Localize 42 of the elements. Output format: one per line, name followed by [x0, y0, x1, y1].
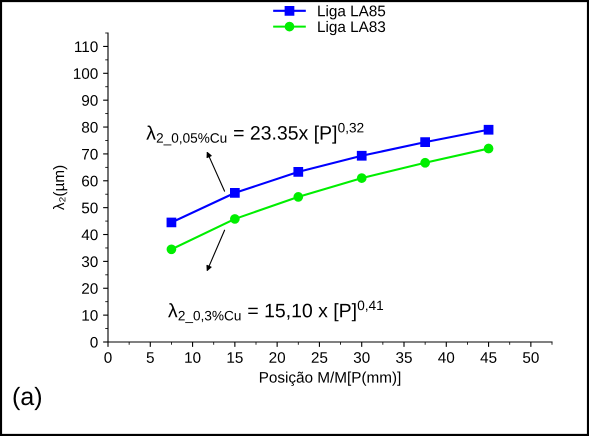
x-tick-label: 10 [185, 352, 200, 363]
point [166, 244, 176, 254]
y-tick-label: 10 [82, 310, 98, 321]
x-tick-label: 50 [522, 352, 539, 363]
point [230, 188, 240, 198]
x-tick-label: 30 [354, 352, 370, 363]
y-tick-label: 110 [75, 41, 98, 52]
point [420, 137, 430, 147]
point [484, 124, 494, 135]
x-tick-label: 35 [396, 352, 412, 363]
x-tick-label: 5 [146, 352, 154, 363]
point [356, 150, 367, 161]
y-tick-label: 0 [90, 336, 98, 348]
y-tick-label: 50 [82, 202, 98, 214]
y-axis-title: λ₂(µm) [52, 166, 68, 210]
point [230, 214, 240, 224]
x-tick-label: 45 [480, 352, 496, 363]
x-tick-label: 15 [228, 352, 243, 363]
text: (a) [14, 386, 41, 410]
annotation: λ$_{2_0,05%Cu}$ = 23.35x [P]$^{0,32}$ [146, 122, 364, 146]
y-tick-label: 20 [82, 283, 98, 294]
legend-label: Liga LA83 [318, 20, 386, 36]
y-tick-label: 40 [82, 229, 98, 240]
point [293, 167, 304, 177]
point [420, 158, 430, 168]
y-tick-label: 70 [82, 148, 98, 160]
x-tick-label: 0 [104, 352, 112, 363]
legend-label: Liga LA85 [318, 5, 386, 20]
y-tick-label: 100 [74, 68, 98, 79]
x-tick-label: 20 [269, 352, 286, 363]
y-tick-label: 30 [82, 256, 98, 268]
x-tick-label: 25 [312, 352, 328, 363]
y-tick-label: 90 [82, 95, 98, 106]
y-tick-label: 60 [82, 176, 98, 186]
point [293, 192, 304, 202]
point [166, 218, 176, 228]
y-tick-label: 80 [82, 122, 98, 133]
x-tick-label: 40 [438, 352, 454, 363]
x-axis-title: Posição M/M[P(mm)] [260, 372, 400, 386]
point [356, 173, 367, 183]
annotation: λ$_{2_0,3%Cu}$ = 15,10 x [P]$^{0,41}$ [168, 300, 384, 324]
point [484, 144, 494, 154]
